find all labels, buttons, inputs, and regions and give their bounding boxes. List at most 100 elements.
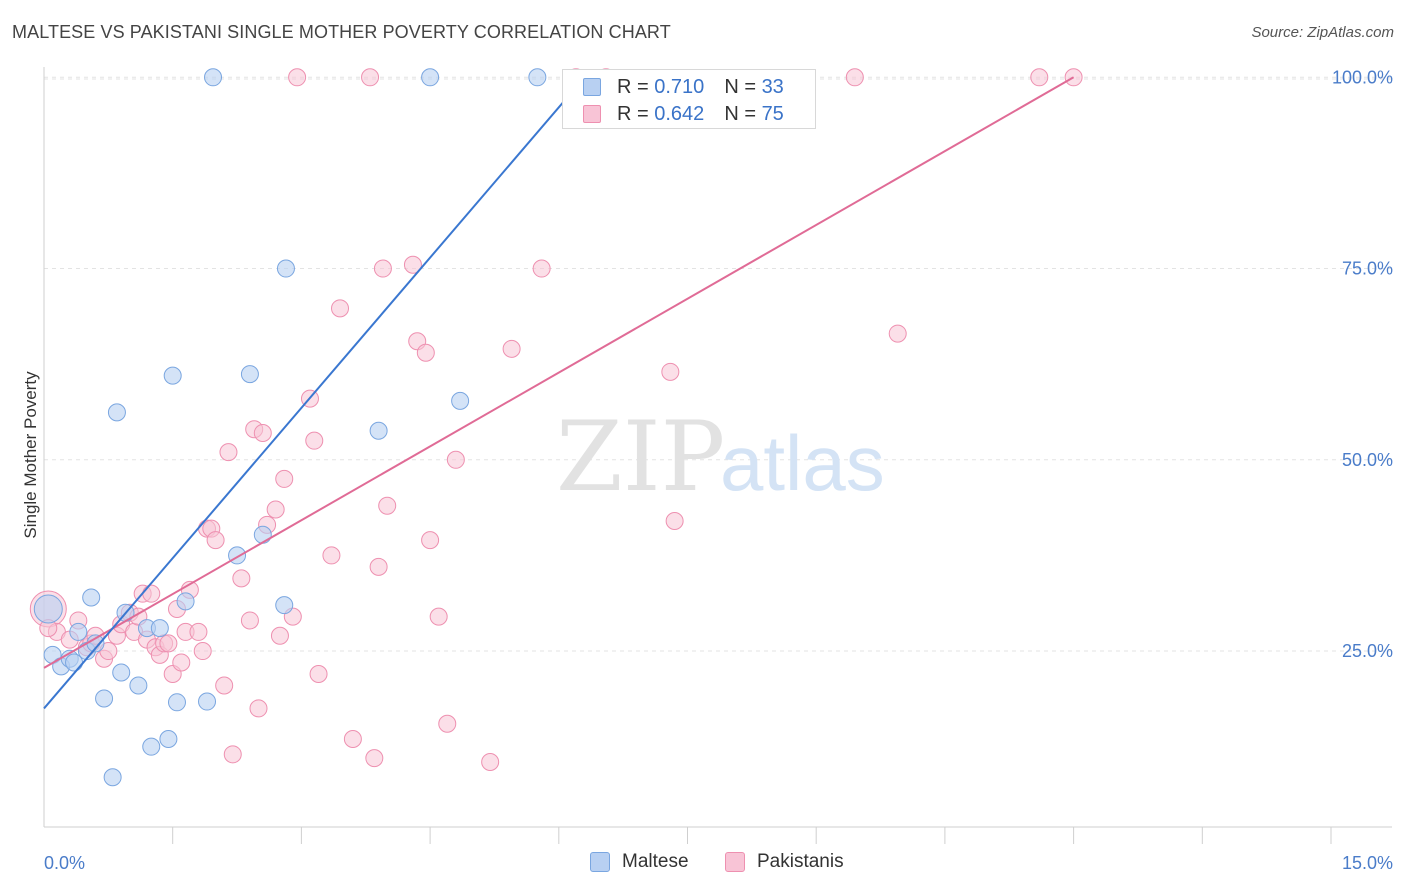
- pakistanis-point: [369, 557, 388, 576]
- r-label: R =: [617, 102, 649, 125]
- maltese-point: [253, 525, 272, 544]
- legend-series: Maltese Pakistanis: [0, 851, 1406, 879]
- pakistanis-point: [249, 699, 268, 718]
- pakistanis-point: [416, 343, 435, 362]
- pakistanis-point: [331, 299, 350, 318]
- pakistanis-point: [845, 68, 864, 87]
- pakistanis-point: [446, 450, 465, 469]
- x-tick-label-min: 0.0%: [44, 853, 85, 873]
- pakistanis-point: [502, 339, 521, 358]
- maltese-point: [69, 622, 88, 641]
- pakistanis-point: [223, 745, 242, 764]
- pakistanis-point: [142, 584, 161, 603]
- maltese-point: [167, 693, 186, 712]
- y-tick-label: 75.0%: [1342, 259, 1393, 279]
- maltese-point: [276, 259, 295, 278]
- watermark-zip: ZIP: [556, 401, 725, 513]
- maltese-point: [129, 676, 148, 695]
- legend-row-maltese: R = 0.710 N = 33: [583, 74, 784, 100]
- pakistanis-point: [275, 469, 294, 488]
- pakistanis-point: [421, 531, 440, 550]
- pakistanis-point: [240, 611, 259, 630]
- legend-row-pakistanis: R = 0.642 N = 75: [583, 101, 784, 127]
- n-label: N =: [724, 102, 756, 125]
- pakistanis-point: [193, 642, 212, 661]
- pakistanis-point: [159, 634, 178, 653]
- maltese-swatch: [590, 852, 610, 872]
- maltese-point: [33, 594, 63, 624]
- pakistanis-point: [189, 622, 208, 641]
- y-tick-label: 25.0%: [1342, 641, 1393, 661]
- pakistanis-point: [665, 512, 684, 530]
- pakistanis-point: [215, 676, 234, 695]
- maltese-point: [142, 737, 161, 756]
- r-value: 0.642: [654, 102, 705, 125]
- pakistanis-point: [888, 324, 907, 343]
- maltese-points: [33, 68, 547, 787]
- pakistanis-trend-line: [43, 76, 1075, 669]
- pakistanis-point: [438, 714, 457, 733]
- pakistanis-point: [288, 68, 307, 87]
- y-tick-label: 50.0%: [1342, 450, 1393, 470]
- chart-title: MALTESE VS PAKISTANI SINGLE MOTHER POVER…: [12, 22, 671, 42]
- pakistanis-point: [343, 730, 362, 749]
- pakistanis-point: [365, 749, 384, 768]
- axes: [43, 67, 1392, 844]
- pakistanis-point: [373, 259, 392, 278]
- maltese-point: [176, 592, 195, 611]
- pakistanis-point: [270, 626, 289, 645]
- pakistanis-swatch: [583, 105, 601, 123]
- maltese-point: [204, 68, 223, 87]
- pakistanis-point: [532, 259, 551, 278]
- pakistanis-points: [29, 68, 1083, 771]
- maltese-point: [82, 588, 101, 607]
- pakistanis-point: [322, 546, 341, 565]
- legend-item-pakistanis[interactable]: Pakistanis: [725, 851, 844, 873]
- maltese-point: [369, 421, 388, 440]
- source-label: Source: ZipAtlas.com: [1251, 24, 1394, 41]
- legend-correlation: R = 0.710 N = 33 R = 0.642 N = 75: [562, 69, 816, 129]
- n-value: 33: [761, 75, 784, 98]
- pakistanis-point: [206, 531, 225, 550]
- maltese-swatch: [583, 78, 601, 96]
- legend-item-maltese[interactable]: Maltese: [590, 851, 689, 873]
- tick-labels: 25.0% 50.0% 75.0% 100.0% 0.0% 15.0%: [44, 67, 1393, 873]
- grid-lines: [44, 76, 1392, 652]
- maltese-point: [150, 619, 169, 638]
- y-tick-label: 100.0%: [1332, 67, 1393, 87]
- maltese-point: [163, 366, 182, 385]
- pakistanis-point: [266, 500, 285, 519]
- legend-label-maltese: Maltese: [622, 851, 689, 872]
- pakistanis-point: [219, 443, 238, 462]
- maltese-point: [95, 689, 114, 708]
- maltese-point: [159, 730, 178, 749]
- pakistanis-point: [1030, 68, 1049, 87]
- r-value: 0.710: [654, 75, 705, 98]
- pakistanis-point: [232, 569, 251, 588]
- n-label: N =: [724, 75, 756, 98]
- pakistanis-point: [661, 362, 680, 381]
- maltese-trend-line: [43, 76, 586, 710]
- maltese-point: [112, 663, 131, 682]
- x-tick-label-max: 15.0%: [1342, 853, 1393, 873]
- pakistanis-swatch: [725, 852, 745, 872]
- pakistanis-point: [378, 496, 397, 515]
- pakistanis-point: [309, 665, 328, 683]
- trend-lines: [43, 76, 1075, 710]
- r-label: R =: [617, 75, 649, 98]
- pakistanis-point: [172, 653, 191, 672]
- maltese-point: [451, 391, 470, 410]
- maltese-point: [198, 692, 217, 711]
- maltese-point: [240, 365, 259, 384]
- n-value: 75: [761, 102, 784, 125]
- maltese-point: [528, 68, 547, 87]
- maltese-point: [275, 596, 294, 615]
- pakistanis-point: [481, 752, 500, 771]
- maltese-point: [107, 403, 126, 422]
- pakistanis-point: [253, 424, 272, 443]
- pakistanis-point: [429, 607, 448, 626]
- pakistanis-point: [361, 68, 380, 87]
- maltese-point: [103, 768, 122, 787]
- pakistanis-point: [403, 255, 422, 274]
